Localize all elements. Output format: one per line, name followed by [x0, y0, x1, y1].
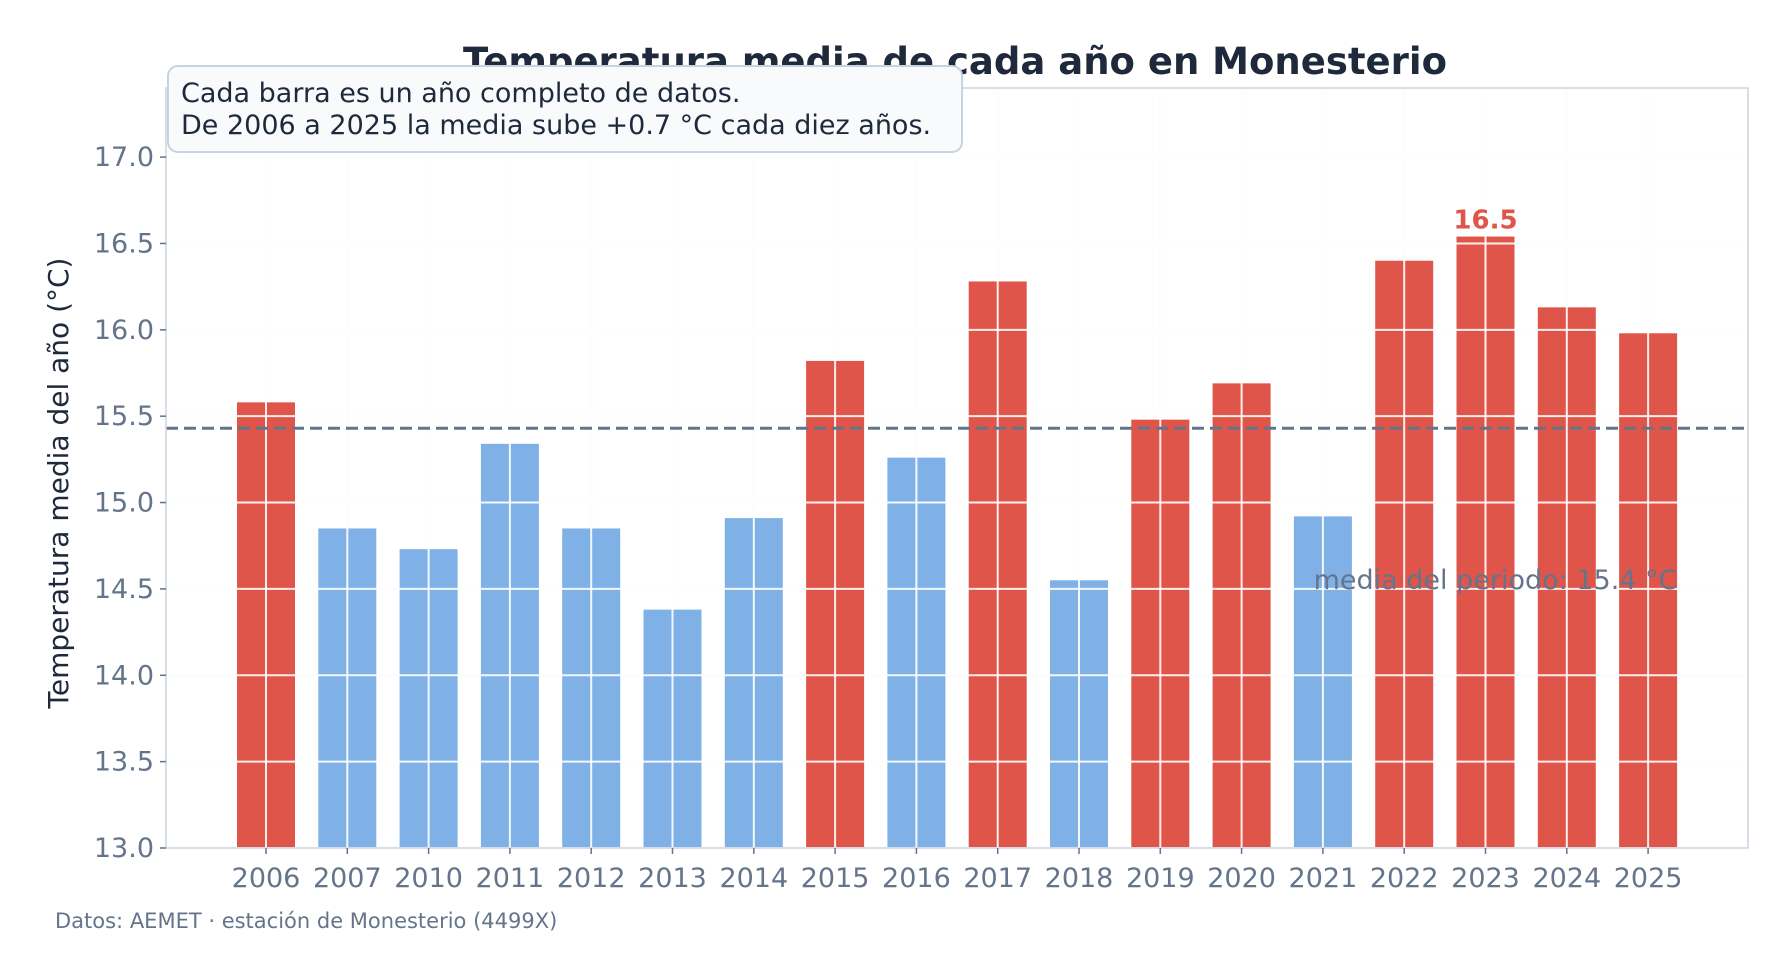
x-tick-label: 2011: [476, 863, 545, 894]
x-tick-label: 2018: [1045, 863, 1114, 894]
mean-label: media del periodo: 15.4 °C: [1314, 565, 1678, 596]
y-tick-label: 13.0: [94, 833, 154, 864]
y-tick-label: 14.0: [94, 660, 154, 691]
x-tick-label: 2007: [313, 863, 382, 894]
note-line-1: Cada barra es un año completo de datos.: [181, 78, 740, 109]
max-value-label: 16.5: [1453, 206, 1517, 236]
y-tick-label: 15.5: [94, 401, 154, 432]
grid-overlay-layer: [166, 88, 1748, 849]
y-axis-label: Temperatura media del año (°C): [42, 258, 75, 710]
x-tick-label: 2014: [719, 863, 788, 894]
x-tick-label: 2010: [394, 863, 463, 894]
note-box: Cada barra es un año completo de datos. …: [167, 65, 963, 153]
x-tick-label: 2012: [557, 863, 626, 894]
x-tick-label: 2017: [963, 863, 1032, 894]
y-tick-label: 16.0: [94, 315, 154, 346]
x-tick-label: 2015: [801, 863, 870, 894]
y-tick-label: 16.5: [94, 228, 154, 259]
note-line-2: De 2006 a 2025 la media sube +0.7 °C cad…: [181, 110, 931, 141]
x-tick-label: 2022: [1370, 863, 1439, 894]
x-tick-label: 2019: [1126, 863, 1195, 894]
bar-layer: [237, 236, 1678, 849]
y-tick-label: 17.0: [94, 142, 154, 173]
x-tick-label: 2013: [638, 863, 707, 894]
source-note: Datos: AEMET · estación de Monesterio (4…: [55, 909, 557, 933]
x-tick-label: 2006: [232, 863, 301, 894]
y-tick-label: 14.5: [94, 574, 154, 605]
y-tick-label: 15.0: [94, 488, 154, 519]
y-tick-label: 13.5: [94, 747, 154, 778]
tick-layer: 13.0 13.5 14.0 14.5 15.0 15.5 16.0 16.5 17.0 2006…: [94, 142, 1683, 894]
note-box-frame: [167, 65, 963, 153]
x-tick-label: 2025: [1614, 863, 1683, 894]
x-tick-label: 2023: [1451, 863, 1520, 894]
x-tick-label: 2024: [1532, 863, 1601, 894]
x-tick-label: 2016: [882, 863, 951, 894]
x-tick-label: 2021: [1289, 863, 1358, 894]
x-tick-label: 2020: [1207, 863, 1276, 894]
